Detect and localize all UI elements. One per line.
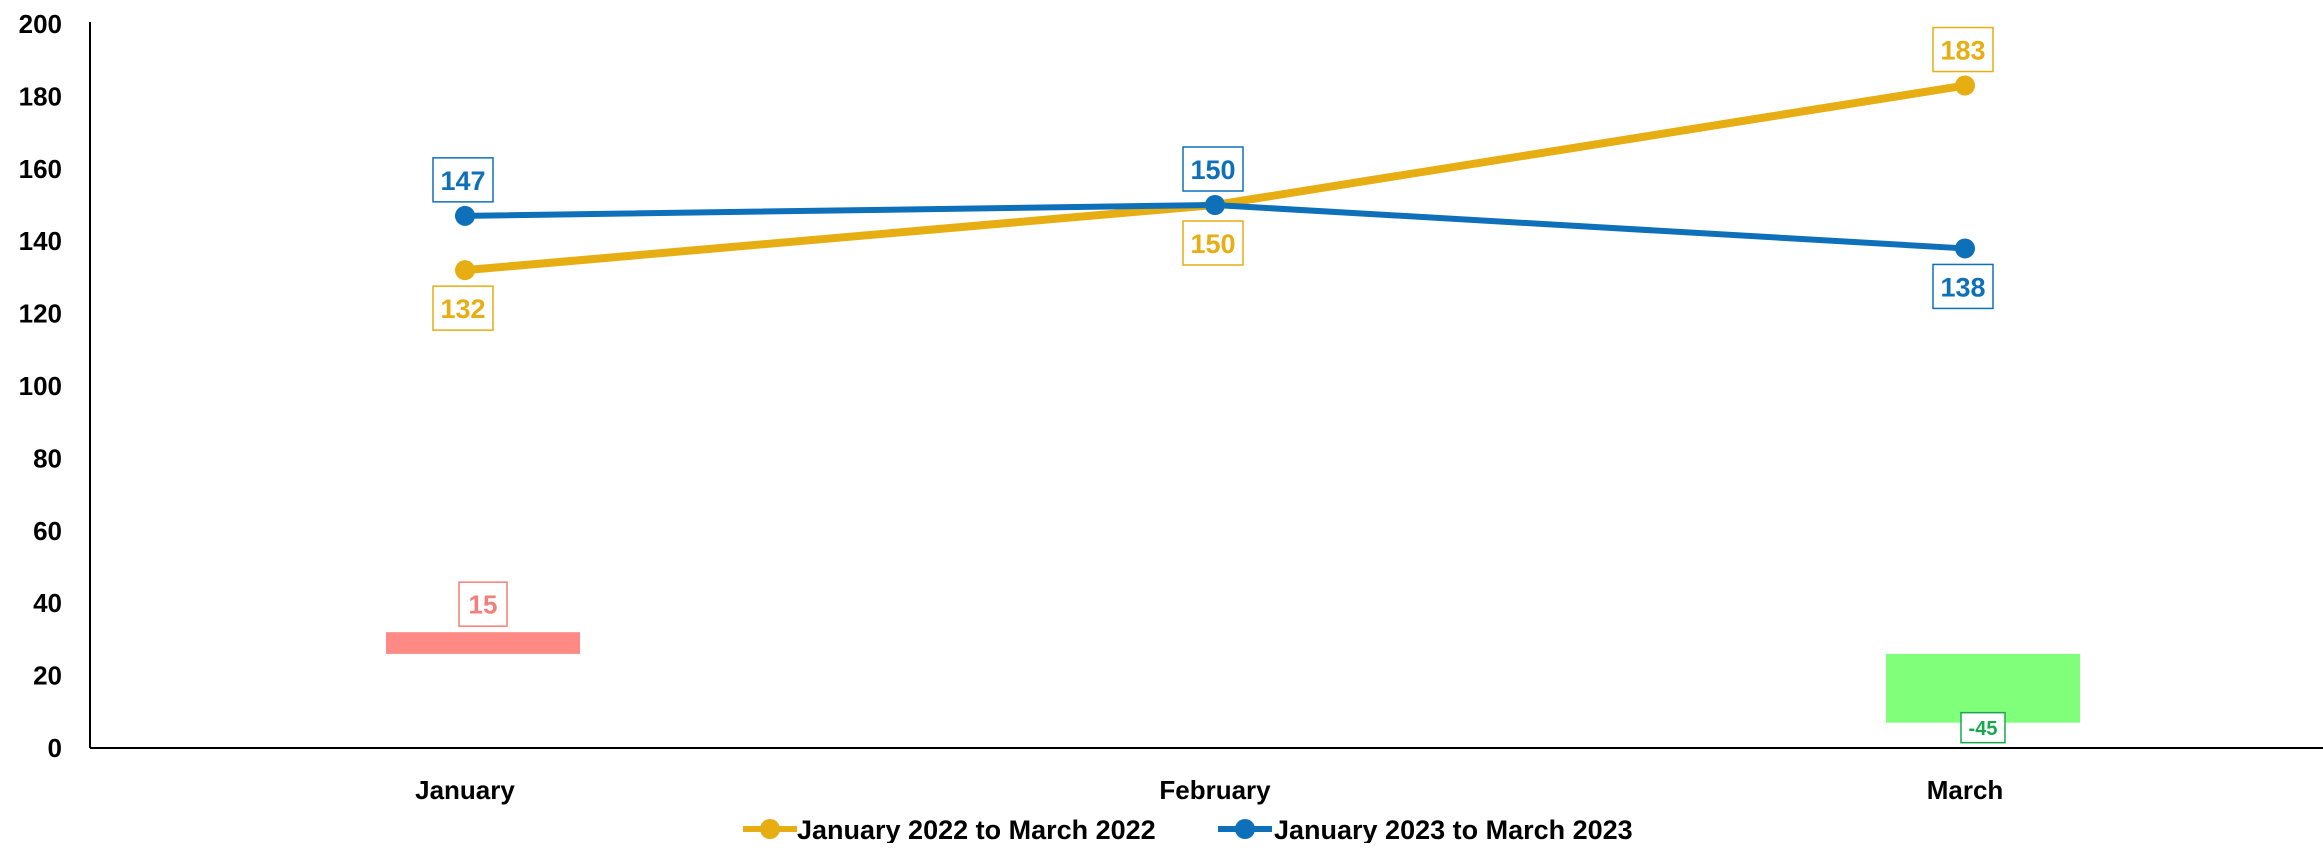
legend: January 2022 to March 2022 January 2023 t…: [743, 815, 1633, 845]
series-2-marker: [1205, 195, 1225, 215]
data-label: 132: [440, 294, 485, 324]
data-label-box: [1932, 263, 1994, 310]
data-label-box: [1182, 146, 1244, 192]
series-2-marker: [1955, 238, 1975, 259]
x-tick-label: January: [415, 775, 515, 805]
data-labels: 15 -45 132 150 183 147 150 138: [432, 26, 2006, 744]
y-tick-label: 0: [48, 733, 62, 763]
x-tick-label: March: [1927, 775, 2004, 805]
y-tick-label: 80: [33, 443, 62, 473]
difference-bar: [386, 632, 580, 654]
x-tick-label: February: [1159, 775, 1271, 805]
y-tick-label: 100: [19, 371, 62, 401]
difference-label-box: [458, 581, 508, 627]
legend-label-1: January 2022 to March 2022: [797, 815, 1156, 843]
legend-marker-2: [1235, 819, 1255, 839]
axes: 0 20 40 60 80 100 120 140 160 180 200 January Februa…: [19, 9, 2323, 805]
data-label: 147: [440, 166, 485, 196]
difference-bars: [386, 632, 2080, 723]
difference-label: 15: [469, 590, 498, 620]
data-label: 150: [1190, 229, 1235, 259]
y-tick-label: 40: [33, 588, 62, 618]
y-tick-label: 200: [19, 9, 62, 39]
data-label-box: [1182, 220, 1244, 266]
y-tick-label: 160: [19, 154, 62, 184]
y-tick-label: 120: [19, 299, 62, 329]
y-tick-label: 180: [19, 81, 62, 111]
data-label: 138: [1940, 272, 1985, 302]
difference-label: -45: [1969, 718, 1998, 740]
series-1-marker: [455, 260, 475, 281]
y-tick-label: 20: [33, 661, 62, 691]
legend-marker-1: [760, 819, 780, 839]
series-1-marker: [1955, 75, 1975, 96]
data-label: 150: [1190, 155, 1235, 185]
y-tick-label: 140: [19, 226, 62, 256]
data-label-box: [432, 157, 494, 203]
series-lines: [455, 75, 1975, 281]
data-label: 183: [1940, 36, 1985, 66]
y-tick-label: 60: [33, 516, 62, 546]
data-label-box: [432, 285, 494, 331]
difference-bar: [1886, 653, 2080, 723]
difference-label-box: [1960, 711, 2006, 744]
legend-label-2: January 2023 to March 2023: [1274, 815, 1633, 843]
series-2-marker: [455, 205, 475, 226]
data-label-box: [1932, 26, 1994, 73]
